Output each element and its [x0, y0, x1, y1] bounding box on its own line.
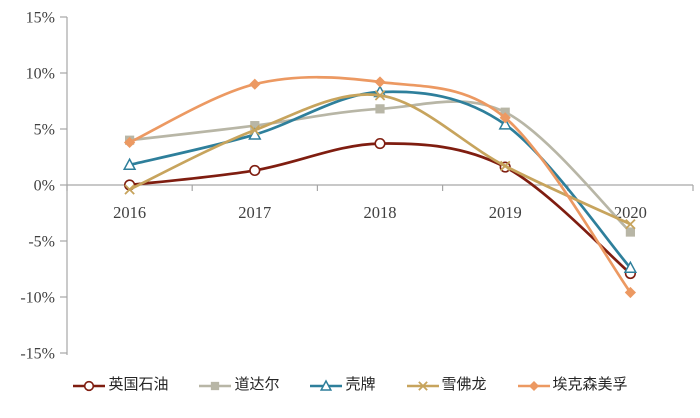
legend-marker-circle-open-icon: [73, 380, 106, 391]
x-tick-label: 2017: [238, 203, 271, 222]
legend-item-0: 英国石油: [72, 378, 168, 393]
series-壳牌: [122, 84, 638, 274]
legend-label: 英国石油: [108, 377, 169, 393]
y-tick-label: -15%: [20, 346, 55, 363]
legend-label: 壳牌: [345, 377, 376, 393]
series-marker-triangle-open: [623, 260, 638, 274]
series-marker-x: [417, 380, 428, 391]
series-marker-square-filled: [375, 104, 385, 114]
series-marker-x: [499, 160, 511, 172]
series-marker-x: [625, 218, 636, 230]
legend-label: 雪佛龙: [441, 377, 487, 393]
x-tick-label: 2016: [113, 203, 146, 222]
legend-label: 道达尔: [234, 377, 280, 393]
series-marker-diamond-filled: [624, 286, 636, 299]
series-marker-x: [124, 184, 135, 195]
y-tick-label: -5%: [28, 234, 55, 251]
x-tick-label: 2018: [364, 203, 397, 222]
series-marker-triangle-open: [122, 157, 137, 170]
series-marker-diamond-filled: [249, 78, 261, 90]
legend-marker-x-icon: [406, 380, 439, 391]
legend-marker-square-filled-icon: [199, 381, 232, 390]
series-marker-square-filled: [250, 121, 260, 131]
series-marker-triangle-open: [498, 117, 512, 130]
series-marker-x: [374, 90, 386, 101]
series-marker-diamond-filled: [499, 112, 511, 124]
series-marker-triangle-open: [320, 378, 333, 391]
legend-marker-diamond-filled-icon: [517, 380, 550, 391]
chart-canvas: 15% 10% 5% 0% -5% -10% -15% 2016 2017 2018 2019 202…: [20, 10, 694, 363]
legend: 英国石油 道达尔 壳牌 雪佛龙 埃克森美孚: [0, 378, 700, 393]
legend-marker-triangle-open-icon: [310, 378, 343, 391]
series-marker-circle-open: [249, 164, 261, 177]
series-marker-circle-open: [84, 380, 95, 391]
y-tick-label: 5%: [34, 122, 55, 139]
series-marker-diamond-filled: [528, 380, 539, 391]
legend-label: 埃克森美孚: [552, 377, 628, 393]
legend-item-1: 道达尔: [198, 378, 279, 393]
series-marker-x: [249, 124, 261, 136]
series-埃克森美孚: [124, 75, 636, 299]
y-tick-label: 15%: [26, 10, 55, 27]
series-line: [128, 75, 632, 294]
legend-item-2: 壳牌: [309, 377, 376, 393]
y-tick-label: 0%: [34, 178, 55, 195]
legend-item-4: 埃克森美孚: [517, 378, 628, 393]
legend-item-3: 雪佛龙: [406, 378, 487, 393]
series-marker-square-filled: [625, 227, 635, 237]
x-tick-label: 2020: [614, 203, 647, 222]
series-marker-circle-open: [374, 137, 386, 150]
series-marker-diamond-filled: [374, 76, 386, 88]
y-tick-label: 10%: [26, 66, 55, 83]
x-tick-label: 2019: [489, 203, 522, 222]
series-雪佛龙: [124, 90, 636, 230]
series-marker-diamond-filled: [124, 136, 136, 149]
series-marker-square-filled: [211, 381, 220, 390]
y-tick-label: -10%: [20, 290, 55, 307]
